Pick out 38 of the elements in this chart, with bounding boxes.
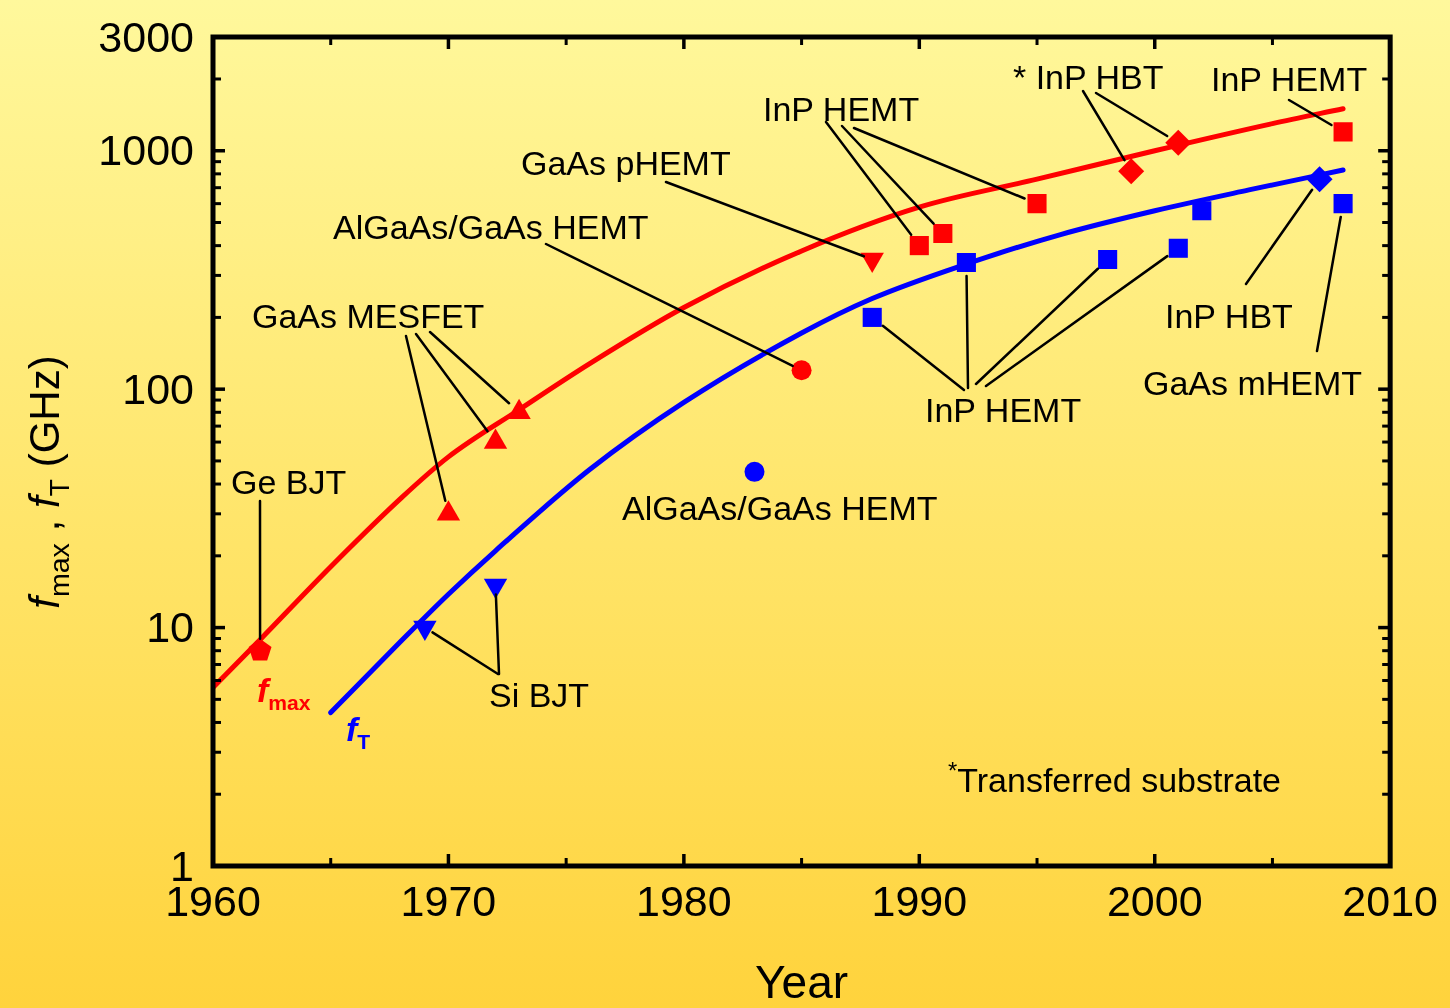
point	[933, 223, 953, 243]
text: GaAs mHEMT	[1143, 364, 1363, 402]
series-label: f$_{T}$	[346, 710, 371, 754]
x-tick-label: 1990	[871, 876, 968, 925]
text: InP HEMT	[925, 391, 1082, 429]
point	[862, 307, 882, 327]
annotation: $^{*}$Transferred substrate	[948, 756, 1282, 799]
point	[248, 638, 272, 661]
point	[1168, 238, 1188, 258]
point	[1027, 194, 1047, 214]
point	[1098, 249, 1118, 269]
series-label: * InP HBT	[1013, 58, 1164, 96]
y-tick-label: 3000	[98, 12, 194, 61]
point	[1192, 201, 1212, 221]
series-label: InP HEMT	[1211, 60, 1368, 98]
x-tick-label: 1970	[400, 876, 497, 925]
text: Si BJT	[489, 676, 590, 714]
x-tick-label: 1980	[636, 876, 732, 925]
series-label: AlGaAs/GaAs HEMT	[622, 489, 938, 527]
point	[909, 236, 929, 256]
point	[744, 461, 765, 482]
text: GaAs MESFET	[252, 297, 485, 335]
series-label: f$_{max}$	[257, 671, 311, 715]
point	[1333, 122, 1353, 142]
text: Ge BJT	[231, 463, 347, 501]
text: AlGaAs/GaAs HEMT	[333, 208, 649, 246]
point	[1333, 194, 1353, 214]
x-axis-title: Year	[755, 955, 849, 1008]
text: InP HBT	[1165, 297, 1293, 335]
y-tick-label: 10	[146, 603, 194, 652]
y-tick-label: 1000	[98, 126, 194, 175]
y-tick-label: 100	[122, 364, 194, 413]
point	[1118, 158, 1145, 185]
x-tick-label: 2000	[1106, 876, 1203, 925]
text: InP HEMT	[763, 90, 920, 128]
point	[791, 360, 812, 381]
text: GaAs pHEMT	[521, 144, 731, 182]
x-tick-label: 2010	[1342, 876, 1439, 925]
